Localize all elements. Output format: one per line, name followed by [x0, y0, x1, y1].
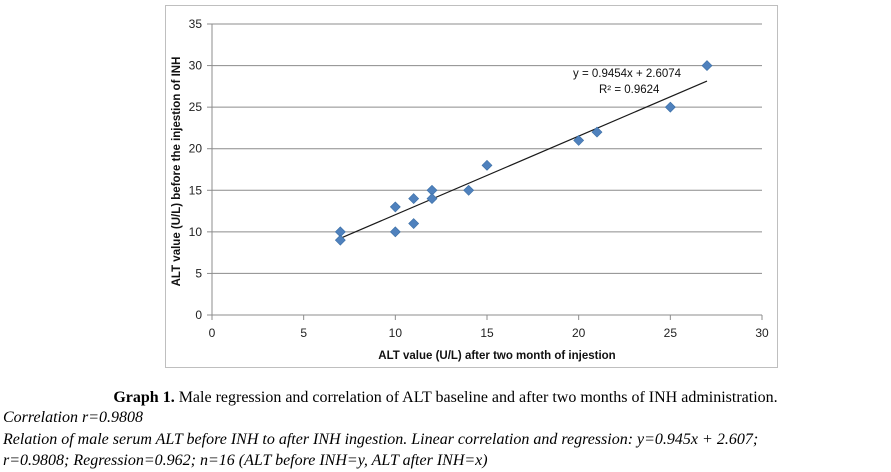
data-point [573, 134, 585, 146]
y-axis-title: ALT value (U/L) before the injestion of … [171, 57, 183, 287]
statistics-summary: r=0.9808; Regression=0.962; n=16 (ALT be… [3, 452, 488, 469]
graph-caption-label: Graph 1. [113, 389, 175, 406]
trendline [340, 80, 708, 239]
y-tick-label: 20 [189, 142, 203, 156]
x-tick-label: 10 [389, 326, 403, 340]
data-point [426, 193, 438, 205]
data-point [408, 193, 420, 205]
trendline-equation: y = 0.9454x + 2.6074 [573, 68, 682, 80]
graph-caption-text: Male regression and correlation of ALT b… [174, 389, 778, 406]
y-tick-label: 15 [189, 183, 203, 197]
x-tick-label: 5 [300, 326, 307, 340]
data-point [591, 126, 603, 138]
x-axis-title: ALT value (U/L) after two month of injes… [378, 350, 615, 362]
y-tick-label: 10 [189, 225, 203, 239]
chart-frame: 0 5 10 15 20 25 30 35 0 5 10 15 20 25 30 y = 0.9454x +… [165, 5, 778, 368]
data-point [701, 60, 713, 71]
y-tick-label: 35 [189, 17, 203, 31]
data-point [408, 218, 420, 229]
y-tick-label: 25 [189, 100, 203, 114]
tick-labels: 0 5 10 15 20 25 30 35 0 5 10 15 20 25 30 [189, 17, 769, 340]
x-tick-label: 30 [755, 326, 769, 340]
data-point [389, 226, 401, 238]
y-tick-label: 0 [195, 308, 202, 322]
scatter-chart: 0 5 10 15 20 25 30 35 0 5 10 15 20 25 30 y = 0.9454x +… [171, 17, 769, 362]
relation-description: Relation of male serum ALT before INH to… [3, 431, 759, 448]
x-tick-label: 25 [664, 326, 678, 340]
axes [207, 23, 763, 320]
data-point [664, 101, 676, 113]
x-tick-label: 15 [480, 326, 494, 340]
graph-caption-title: Graph 1. Male regression and correlation… [0, 388, 891, 407]
data-point [334, 234, 346, 246]
x-tick-label: 20 [572, 326, 586, 340]
data-point [389, 201, 401, 213]
data-point [481, 159, 493, 171]
data-point [463, 184, 475, 196]
correlation-text: Correlation r=0.9808 [3, 409, 143, 426]
y-tick-label: 5 [195, 266, 202, 280]
y-tick-label: 30 [189, 59, 203, 73]
x-tick-label: 0 [209, 326, 216, 340]
r-squared-label: R² = 0.9624 [599, 84, 660, 96]
data-points [334, 60, 713, 246]
gridlines [212, 23, 762, 316]
